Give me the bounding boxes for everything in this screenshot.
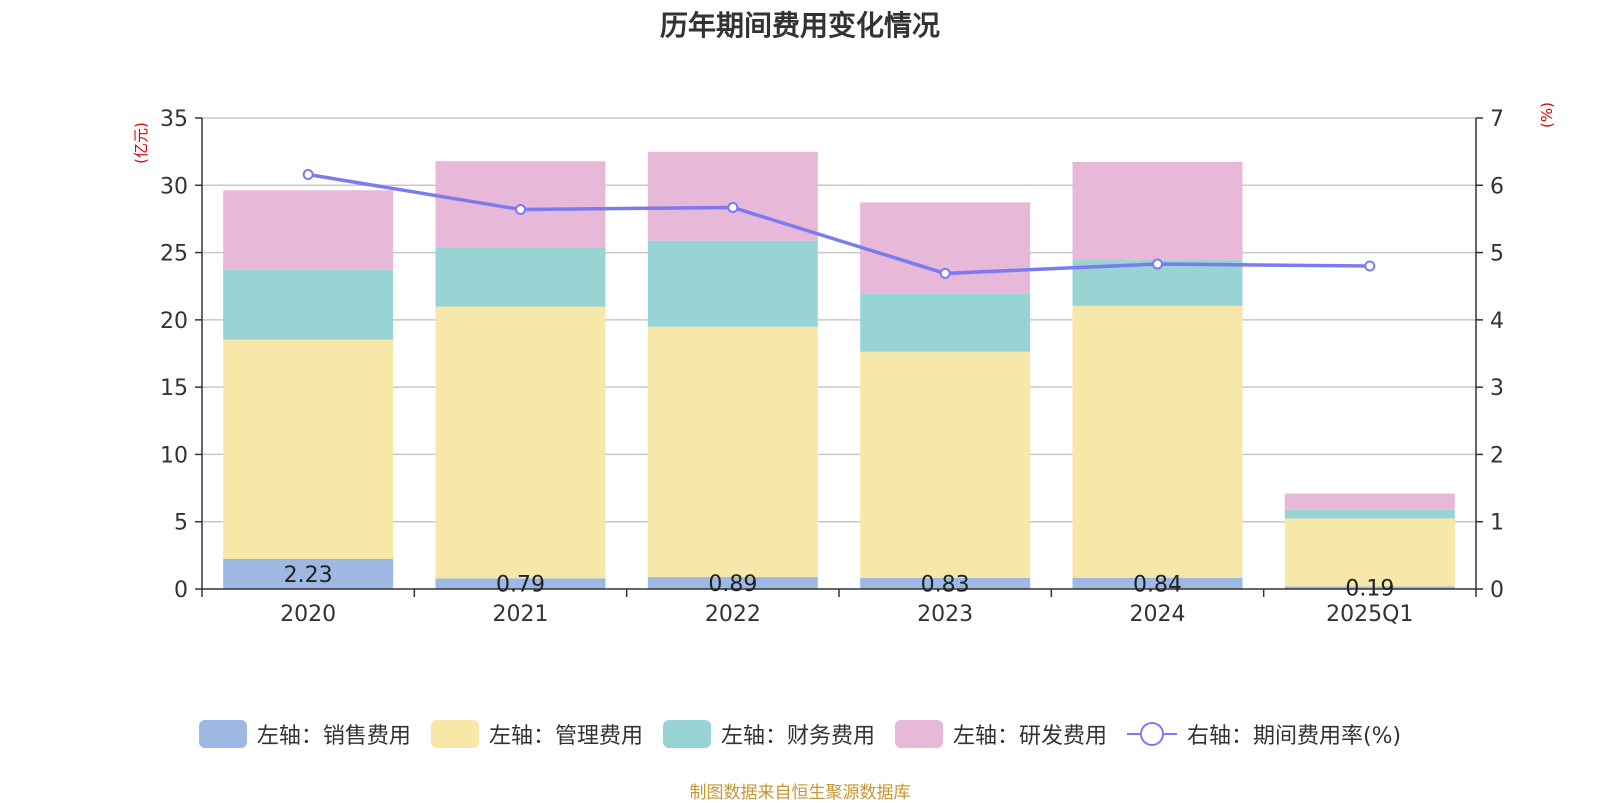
legend-item-rate[interactable]: 右轴：期间费用率(%) [1126,718,1402,750]
data-label: 0.19 [1345,577,1394,602]
data-label: 0.84 [1133,572,1182,597]
bar-segment-0 [223,558,394,589]
legend-label-rnd: 左轴：研发费用 [952,724,1107,749]
data-labels: 2.23 0.79 0.89 0.83 0.84 0.19 [284,563,1395,602]
bar-segment-2 [435,247,606,307]
legend-swatch-admin [430,720,479,748]
right-tick-label: 0 [1490,578,1504,603]
legend-label-finance: 左轴：财务费用 [720,724,875,749]
data-label: 2.23 [284,563,333,588]
bar-segment-2 [647,240,818,327]
right-tick-label: 6 [1490,174,1504,199]
x-tick-label: 2024 [1130,602,1186,627]
legend-swatch-rate-icon [1126,720,1177,748]
bar-segment-0 [1284,586,1455,589]
rate-point [727,201,739,213]
bar-segment-0 [435,578,606,589]
right-tick-label: 2 [1490,443,1504,468]
legend-item-rnd[interactable]: 左轴：研发费用 [894,718,1107,750]
bar-segment-1 [1072,305,1243,578]
bar-segment-0 [647,577,818,589]
bar-segment-1 [435,306,606,579]
bars [223,151,1455,589]
right-tick-label: 5 [1490,242,1504,267]
right-tick-label: 1 [1490,511,1504,536]
rate-point [1152,258,1163,270]
bar-segment-2 [223,269,394,340]
legend-item-finance[interactable]: 左轴：财务费用 [662,718,875,750]
right-tick-label: 3 [1490,376,1504,401]
left-tick-label: 25 [160,242,188,267]
x-tick-label: 2021 [493,602,549,627]
rate-point [1364,260,1376,272]
rate-line [302,169,1376,279]
bar-segment-1 [223,339,394,559]
right-tick-label: 7 [1490,107,1504,132]
rate-point [302,169,314,181]
rate-point [939,267,951,279]
left-tick-label: 0 [174,578,188,603]
source-note: 制图数据来自恒生聚源数据库 [689,783,911,803]
legend-label-admin: 左轴：管理费用 [488,724,643,749]
legend-item-admin[interactable]: 左轴：管理费用 [430,718,643,750]
left-tick-label: 15 [160,376,188,401]
bar-segment-3 [860,202,1031,294]
left-axis-unit: (亿元) [132,122,150,164]
rate-point [515,204,526,216]
right-axis-unit: (%) [1538,102,1556,128]
chart-title: 历年期间费用变化情况 [659,9,940,42]
legend-swatch-rnd [894,720,943,748]
bar-segment-0 [1072,577,1243,589]
legend-swatch-sales [198,720,247,748]
axes: 0 5 10 15 20 25 30 35 0 1 2 3 4 5 6 7 2020 2021 2022 2023 20… [160,107,1504,627]
bar-segment-3 [223,190,394,270]
left-tick-label: 10 [160,443,188,468]
bar-segment-0 [860,577,1031,589]
legend-swatch-finance [662,720,711,748]
legend-label-sales: 左轴：销售费用 [256,724,411,749]
bar-segment-3 [1284,493,1455,510]
bar-segment-2 [1284,509,1455,519]
legend-item-sales[interactable]: 左轴：销售费用 [198,718,411,750]
bar-segment-3 [1072,161,1243,261]
x-tick-label: 2020 [280,602,336,627]
left-tick-label: 30 [160,174,188,199]
x-tick-label: 2022 [705,602,761,627]
bar-segment-1 [1284,518,1455,587]
bar-segment-2 [860,293,1031,352]
bar-segment-1 [647,326,818,578]
left-tick-label: 35 [160,107,188,132]
x-tick-label: 2025Q1 [1326,602,1413,627]
right-tick-label: 4 [1490,309,1504,334]
legend: 左轴：销售费用 左轴：管理费用 左轴：财务费用 左轴：研发费用 右轴：期间费用率… [0,718,1600,750]
gridlines [202,117,1476,523]
bar-segment-1 [860,351,1031,578]
legend-label-rate: 右轴：期间费用率(%) [1186,724,1402,749]
data-label: 0.83 [921,572,970,597]
data-label: 0.79 [496,573,545,598]
chart-plot: 0 5 10 15 20 25 30 35 0 1 2 3 4 5 6 7 2020 2021 2022 2023 20… [132,102,1556,627]
data-label: 0.89 [708,572,757,597]
left-tick-label: 5 [174,511,188,536]
x-tick-label: 2023 [917,602,973,627]
left-tick-label: 20 [160,309,188,334]
rate-line-path [307,172,1370,276]
